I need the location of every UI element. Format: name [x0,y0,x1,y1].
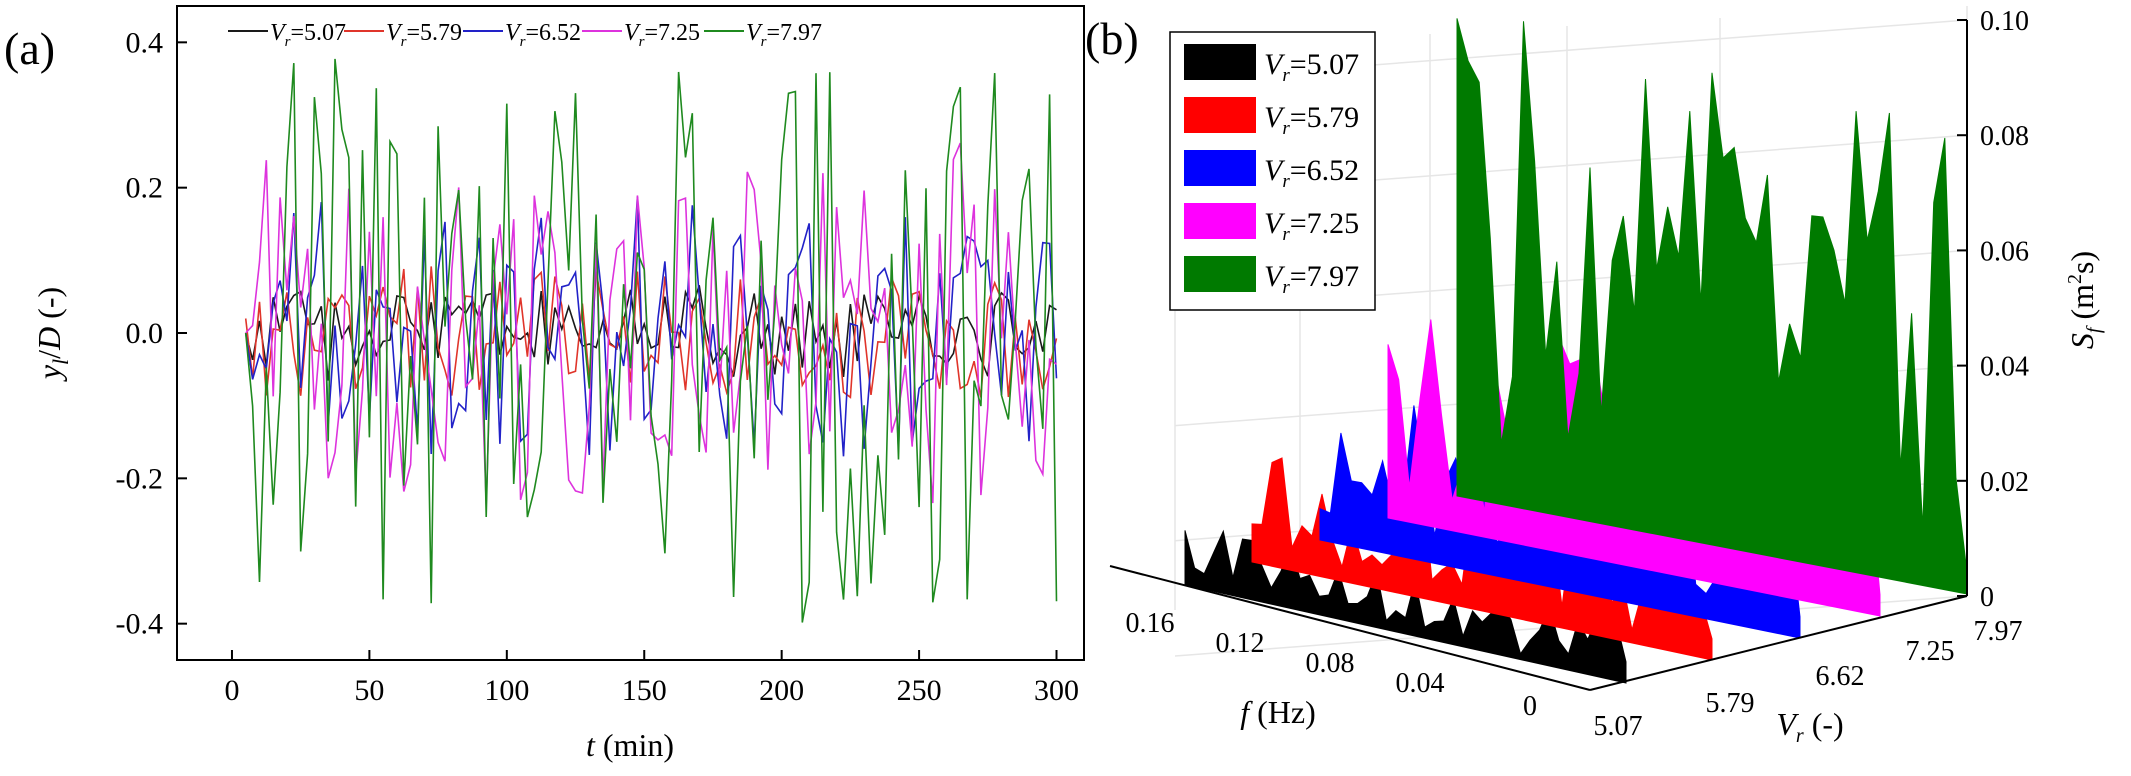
vr-tick-label: 7.25 [1906,636,1955,667]
legend-entry: Vr=6.52 [505,20,581,50]
x-tick-label: 150 [622,674,667,707]
panel-b-legend: Vr=5.07 Vr=5.79 Vr=6.52 Vr=7.25 Vr=7.97 [1169,31,1376,311]
vr-tick-label: 7.97 [1974,616,2023,647]
legend-entry: Vr=5.07 [270,20,346,50]
vr-tick-label: 6.62 [1816,661,1865,692]
legend-entry: Vr=5.07 [1264,48,1359,86]
legend-swatch [1184,44,1256,80]
x-tick-label: 200 [759,674,804,707]
legend-entry: Vr=7.25 [624,20,700,50]
legend-swatch [1184,256,1256,292]
series-line [245,142,1057,505]
spectrum-area [1456,18,1968,595]
z-tick-label: 0.10 [1980,6,2029,37]
z-tick-label: 0.08 [1980,121,2029,152]
x-tick-label: 0 [224,674,239,707]
f-tick-label: 0.12 [1216,628,1265,659]
y-tick-label: 0.4 [126,26,164,59]
panel-b-axes: 0 0.02 0.04 0.06 0.08 0.10 0.16 0.12 0.08 0.04 0 5.… [1109,6,2029,742]
f-axis-line [1109,565,1591,691]
x-tick-label: 100 [484,674,529,707]
legend-entry: Vr=5.79 [1264,101,1359,139]
panel-a: (a) 0 50 100 150 200 250 300-0.4-0.20.00.20.4 … [4,5,1085,763]
z-tick-label: 0 [1980,582,1994,613]
y-tick-label: 0.0 [126,317,164,350]
f-tick-label: 0.16 [1126,608,1175,639]
vr-tick-label: 5.79 [1706,688,1755,719]
panel-b: 0 0.02 0.04 0.06 0.08 0.10 0.16 0.12 0.08 0.04 0 5.… [1085,6,2105,747]
x-tick-label: 250 [897,674,942,707]
panel-b-f-axis-label: f (Hz) [1240,694,1316,730]
panel-a-series-lines [244,58,1058,623]
legend-swatch [1184,97,1256,133]
panel-a-legend: Vr=5.07 Vr=5.79 Vr=6.52 Vr=7.25 Vr=7.97 [228,20,822,50]
x-tick-label: 300 [1034,674,1079,707]
panel-b-vr-axis-label: Vr (-) [1776,706,1843,747]
vr-tick-label: 5.07 [1594,711,1643,742]
z-tick-label: 0.02 [1980,467,2029,498]
legend-entry: Vr=7.97 [1264,260,1359,298]
y-tick-label: -0.2 [116,462,164,495]
legend-entry: Vr=5.79 [386,20,462,50]
z-tick-label: 0.06 [1980,236,2029,267]
z-tick-label: 0.04 [1980,352,2029,383]
y-tick-label: -0.4 [116,608,164,641]
legend-entry: Vr=7.97 [746,20,822,50]
panel-a-x-axis-label: t (min) [586,727,674,763]
panel-a-label: (a) [4,23,55,74]
panel-a-ticks: 0 50 100 150 200 250 300 -0.4 -0.2 0.0 0.2 0.4 [116,26,1080,707]
panel-b-z-axis-label: Sf (m2s) [2064,251,2105,349]
panel-b-label: (b) [1085,13,1139,64]
legend-entry: Vr=6.52 [1264,154,1359,192]
panel-b-spectra [1184,18,1968,684]
panel-a-y-axis-label: yl/D (-) [31,287,73,382]
vr-axis-line [1589,595,1968,691]
x-tick-label: 50 [354,674,384,707]
legend-swatch [1184,150,1256,186]
f-tick-label: 0.08 [1306,648,1355,679]
series-line [244,58,1058,623]
legend-entry: Vr=7.25 [1264,207,1359,245]
f-tick-label: 0 [1523,691,1537,722]
f-tick-label: 0.04 [1396,668,1445,699]
y-tick-label: 0.2 [126,172,164,205]
legend-swatch [1184,203,1256,239]
